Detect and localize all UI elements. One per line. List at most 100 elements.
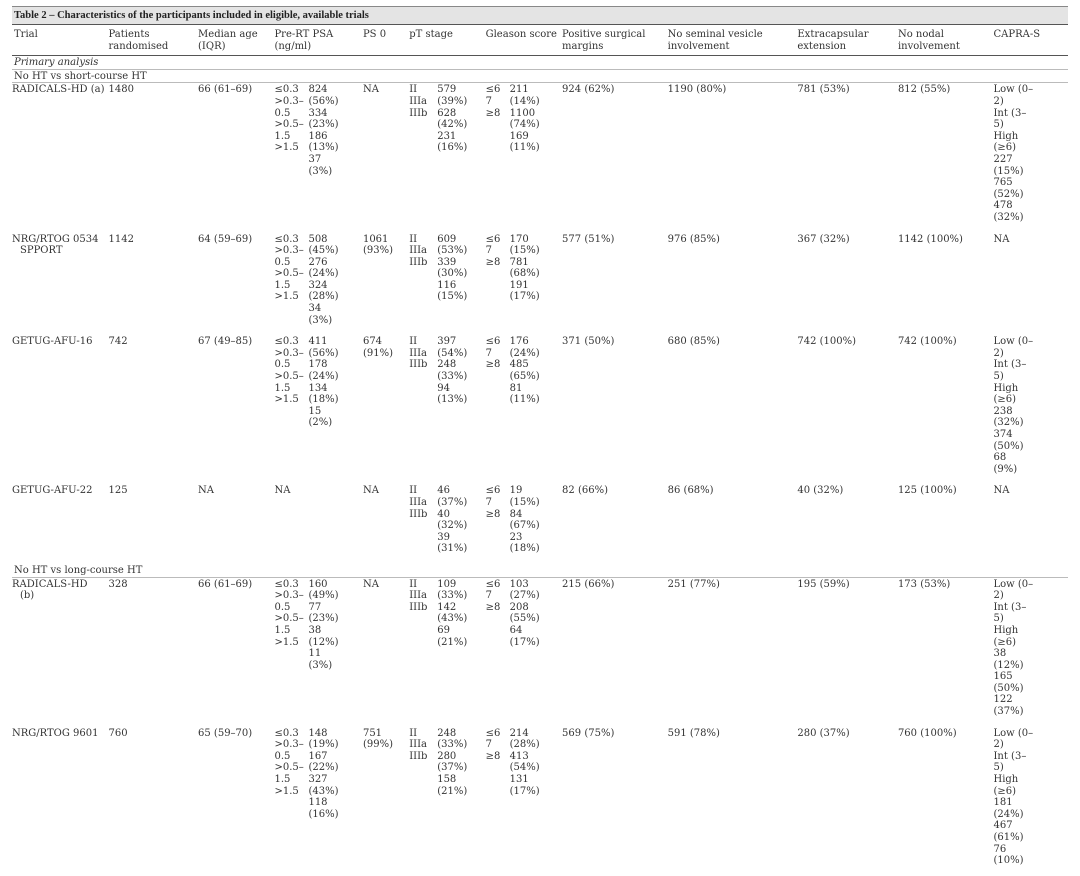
sub-label: >1.5 <box>274 636 299 648</box>
data-row: RADICALS-HD (a) 1480 66 (61–69) ≤0.3 >0.3–0.… <box>12 83 1068 233</box>
cell-ece: 742 (100%) <box>797 336 857 348</box>
sub-label: 7 <box>485 496 492 508</box>
sub-label: >1.5 <box>274 291 299 303</box>
sub-label: >0.3–0.5 <box>274 245 304 268</box>
column-header: CAPRA-S <box>991 23 1068 57</box>
sub-values: 160 (49%) 77 (23%) 38 (12%) 11 (3%) <box>308 579 342 672</box>
sub-values: 411 (56%) 178 (24%) 134 (18%) 15 (2%) <box>308 336 342 429</box>
sub-values: 109 (33%) 142 (43%) 69 (21%) <box>437 579 471 649</box>
document: Table 2 – Characteristics of the partici… <box>12 0 1068 876</box>
cell-pt: II IIIa IIIb 109 (33%) 142 (43%) 69 (21%) <box>407 577 483 727</box>
sub-label: ≥8 <box>485 601 501 613</box>
cell-nodal: 125 (100%) <box>897 485 957 497</box>
cell-gleason: ≤6 7 ≥8 19 (15%) 84 (67%) 23 (18%) <box>484 484 560 564</box>
sub-labels: Low (0–2) Int (3–5) High (≥6) <box>993 579 1033 649</box>
cell-psm: 215 (66%) <box>562 578 615 590</box>
cell-psa: NA <box>274 485 291 497</box>
cell-nodal: 1142 (100%) <box>897 233 963 245</box>
sub-value: 134 (18%) <box>308 382 339 406</box>
sub-value: 1100 (74%) <box>509 107 540 131</box>
sub-labels: ≤6 7 ≥8 <box>486 485 510 520</box>
cell-ece: 280 (37%) <box>797 727 850 739</box>
table: Trial Patients randomised Median age (IQR)… <box>12 23 1068 876</box>
cell-gleason: ≤6 7 ≥8 211 (14%) 1100 (74%) 169 (11%) <box>484 83 560 233</box>
sub-value: 248 (33%) <box>437 359 468 383</box>
sub-label: ≥8 <box>485 508 501 520</box>
data-row: NRG/RTOG 9601 760 65 (59–70) ≤0.3 >0.3–0.5 >0… <box>12 727 1068 876</box>
sub-value: 478 (32%) <box>993 200 1024 223</box>
cell-psm: 82 (66%) <box>562 485 608 497</box>
sub-value: 167 (22%) <box>308 750 339 774</box>
data-row: GETUG-AFU-16 742 67 (49–85) ≤0.3 >0.3–0.5 >0.… <box>12 335 1068 484</box>
sub-value: 170 (15%) <box>509 233 540 257</box>
sub-labels: II IIIa IIIb <box>409 485 437 520</box>
sub-label: ≤6 <box>485 84 501 96</box>
sub-label: >1.5 <box>274 785 299 797</box>
sub-value: 64 (17%) <box>509 624 540 648</box>
sub-value: 765 (52%) <box>993 177 1024 200</box>
sub-value: 148 (19%) <box>308 727 339 751</box>
sub-label: 7 <box>485 347 492 359</box>
cell-gleason: ≤6 7 ≥8 214 (28%) 413 (54%) 131 (17%) <box>484 727 560 876</box>
sub-value: 34 (3%) <box>308 303 333 326</box>
cell-psa: ≤0.3 >0.3–0.5 >0.5–1.5 >1.5 824 (56%) 334 (23… <box>272 83 361 233</box>
sub-value: 186 (13%) <box>308 130 339 154</box>
sub-value: 397 (54%) <box>437 336 468 359</box>
sub-labels: II IIIa IIIb <box>409 336 437 371</box>
sub-labels: ≤0.3 >0.3–0.5 >0.5–1.5 >1.5 <box>274 728 308 798</box>
sub-label: Low (0–2) <box>993 336 1034 359</box>
sub-label: >0.3–0.5 <box>274 347 304 371</box>
sub-label: II <box>409 727 418 739</box>
cell-svi: 251 (77%) <box>667 578 720 590</box>
cell-patients: 1142 <box>108 233 134 245</box>
sub-value: 94 (13%) <box>437 382 468 406</box>
sub-value: 609 (53%) <box>437 233 468 257</box>
column-header: Gleason score <box>483 23 561 57</box>
cell-patients: 742 <box>108 336 128 348</box>
sub-label: ≤0.3 <box>274 727 299 739</box>
sub-label: IIIa <box>409 245 428 257</box>
sub-label: Int (3–5) <box>993 601 1027 625</box>
cell-capra: NA <box>993 233 1010 245</box>
cell-svi: 680 (85%) <box>667 336 720 348</box>
section-row: No HT vs long-course HT <box>12 563 1068 578</box>
sub-labels: Low (0–2) Int (3–5) High (≥6) <box>993 336 1033 406</box>
section-label: No HT vs long-course HT <box>12 563 1068 578</box>
sub-values: 19 (15%) 84 (67%) 23 (18%) <box>510 485 544 555</box>
cell-median-age: 64 (59–69) <box>198 233 253 245</box>
sub-label: ≤0.3 <box>274 336 299 348</box>
cell-psa: ≤0.3 >0.3–0.5 >0.5–1.5 >1.5 411 (56%) 178 (24… <box>272 335 361 484</box>
sub-label: IIIb <box>409 256 428 268</box>
sub-value: 411 (56%) <box>308 336 339 359</box>
sub-label: IIIb <box>409 359 428 371</box>
sub-value: 68 (9%) <box>993 452 1018 475</box>
cell-patients: 760 <box>108 727 128 739</box>
sub-values: 46 (37%) 40 (32%) 39 (31%) <box>437 485 471 555</box>
sub-value: 109 (33%) <box>437 578 468 602</box>
sub-value: 248 (33%) <box>437 727 468 751</box>
cell-pt: II IIIa IIIb 248 (33%) 280 (37%) 158 (21%) <box>407 727 483 876</box>
sub-label: ≤0.3 <box>274 233 299 245</box>
sub-labels: ≤6 7 ≥8 <box>486 336 510 371</box>
sub-value: 69 (21%) <box>437 624 468 648</box>
sub-values: 176 (24%) 485 (65%) 81 (11%) <box>510 336 544 406</box>
column-header: Trial <box>12 23 107 57</box>
sub-value: 579 (39%) <box>437 84 468 107</box>
sub-label: Low (0–2) <box>993 84 1034 107</box>
sub-label: IIIa <box>409 496 428 508</box>
sub-value: 824 (56%) <box>308 84 339 107</box>
sub-values: 824 (56%) 334 (23%) 186 (13%) 37 (3%) <box>308 84 342 177</box>
sub-labels: II IIIa IIIb <box>409 84 437 119</box>
sub-label: II <box>409 578 418 590</box>
sub-value: 23 (18%) <box>509 531 540 555</box>
sub-value: 81 (11%) <box>509 382 540 406</box>
cell-trial: GETUG-AFU-16 <box>12 336 93 348</box>
sub-values: 148 (19%) 167 (22%) 327 (43%) 118 (16%) <box>308 728 342 821</box>
sub-value: 37 (3%) <box>308 153 333 177</box>
sub-value: 84 (67%) <box>509 508 540 532</box>
sub-value: 214 (28%) <box>509 727 540 751</box>
table-title: Table 2 – Characteristics of the partici… <box>12 6 1068 24</box>
sub-value: 38 (12%) <box>308 624 339 648</box>
sub-labels: ≤6 7 ≥8 <box>486 234 510 269</box>
sub-labels: Low (0–2) Int (3–5) High (≥6) <box>993 728 1033 798</box>
